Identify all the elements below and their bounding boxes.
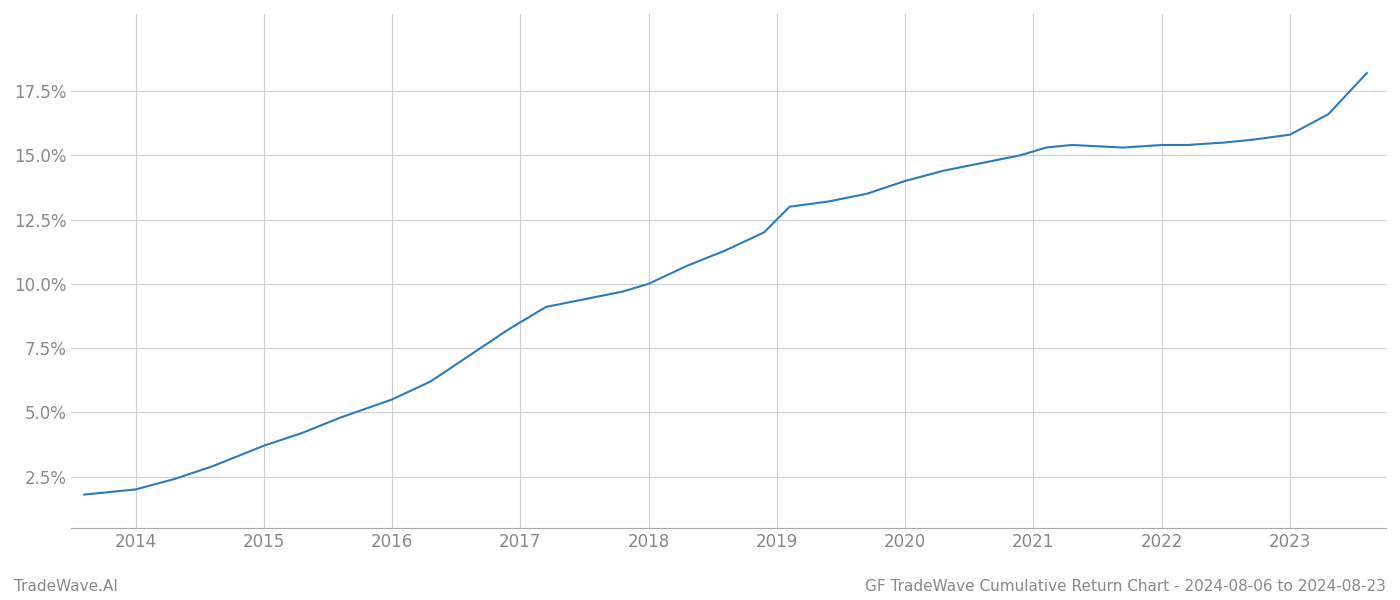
Text: TradeWave.AI: TradeWave.AI <box>14 579 118 594</box>
Text: GF TradeWave Cumulative Return Chart - 2024-08-06 to 2024-08-23: GF TradeWave Cumulative Return Chart - 2… <box>865 579 1386 594</box>
